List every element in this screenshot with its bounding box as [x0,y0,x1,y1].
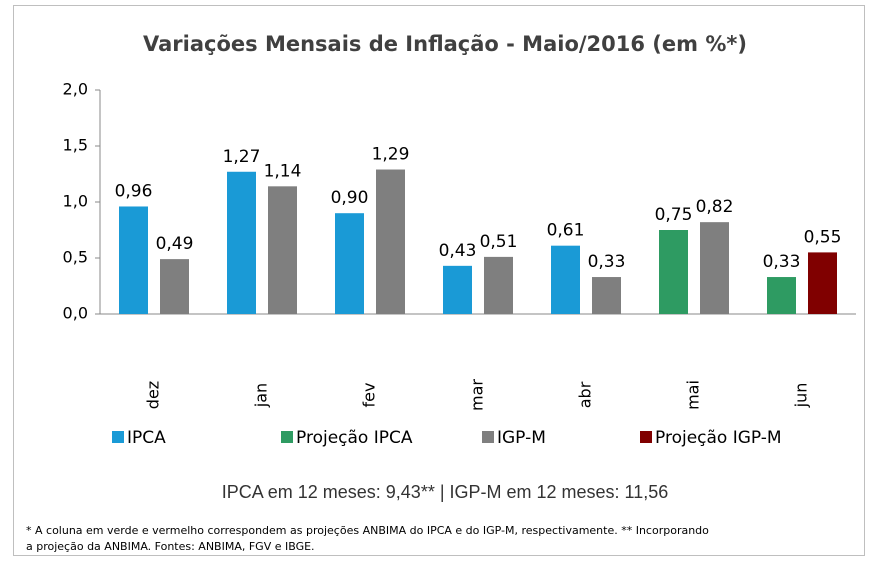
value-label: 0,51 [480,232,518,252]
value-label: 0,33 [588,252,626,272]
x-tick-label: mai [684,380,703,410]
value-label: 0,49 [156,234,194,254]
legend-swatch [112,431,124,443]
value-label: 0,82 [696,197,734,217]
y-tick-label: 1,5 [63,136,88,155]
bar [592,277,621,314]
bar [767,277,796,314]
y-tick-label: 2,0 [63,80,88,99]
legend-label: IPCA [127,428,166,448]
legend-swatch [281,431,293,443]
bar [160,259,189,314]
x-tick-label: jan [252,383,271,408]
bar [119,206,148,314]
x-tick-label: mar [468,379,487,411]
legend-swatch [482,431,494,443]
bar [376,169,405,314]
x-tick-label: dez [144,381,163,409]
bar [335,213,364,314]
legend-label: Projeção IGP-M [655,428,782,448]
value-label: 0,90 [331,188,369,208]
bar [484,256,513,314]
x-tick-label: jun [792,383,811,409]
value-label: 0,61 [547,221,585,241]
bar [659,230,688,314]
bar [700,222,729,314]
chart-title: Variações Mensais de Inflação - Maio/201… [143,32,747,56]
x-tick-label: abr [576,381,595,408]
footnote: a projeção da ANBIMA. Fontes: ANBIMA, FG… [26,540,315,553]
value-label: 0,75 [655,205,693,225]
summary: IPCA em 12 meses: 9,43** | IGP-M em 12 m… [222,482,669,502]
legend-label: Projeção IPCA [296,428,413,448]
value-label: 0,43 [439,241,477,261]
bar [443,265,472,314]
value-label: 1,14 [264,161,302,181]
bar [268,186,297,314]
bar [551,245,580,314]
y-tick-label: 0,5 [63,248,88,267]
value-label: 1,29 [372,145,410,165]
value-label: 0,55 [804,227,842,247]
bar [808,252,837,314]
x-tick-label: fev [360,383,379,408]
bar [227,171,256,314]
value-label: 1,27 [223,147,261,167]
y-tick-label: 0,0 [63,304,88,323]
legend-label: IGP-M [497,428,546,448]
y-tick-label: 1,0 [63,192,88,211]
value-label: 0,96 [115,181,153,201]
legend-swatch [640,431,652,443]
value-label: 0,33 [763,252,801,272]
footnote: * A coluna em verde e vermelho correspon… [26,524,709,537]
